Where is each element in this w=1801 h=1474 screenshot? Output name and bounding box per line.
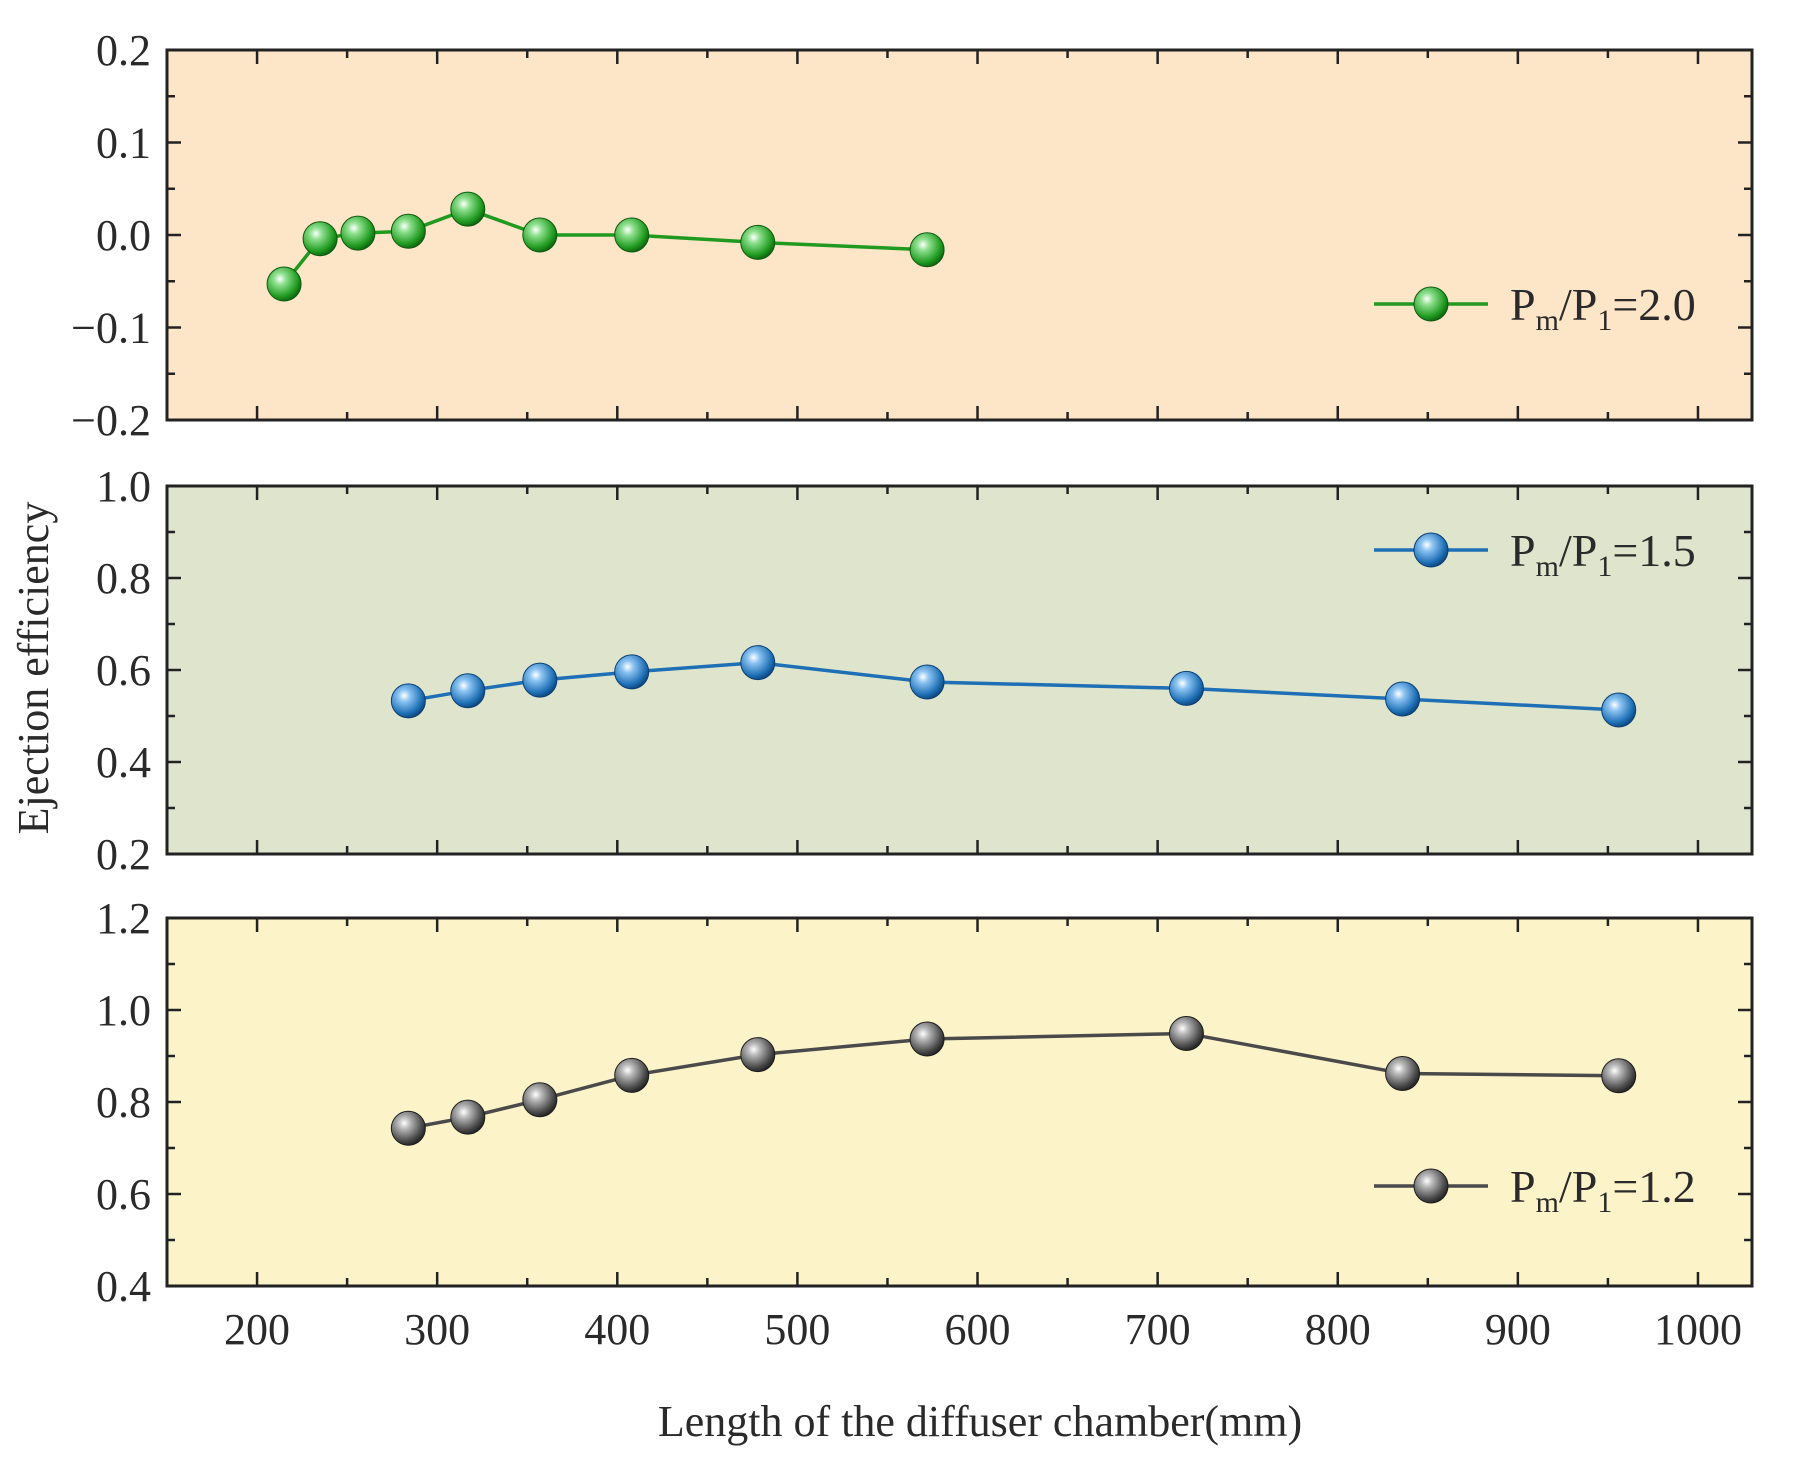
panel-pm-p1-2-0: −0.2 −0.1 0.0 0.1 0.2 Pm/P1=2.0 [71, 26, 1754, 445]
panel-frame [165, 48, 1754, 422]
legend: Pm/P1=2.0 [1374, 279, 1696, 337]
panel-frame [165, 916, 1754, 1288]
legend-label: Pm/P1=2.0 [1510, 279, 1696, 337]
panel-frame [165, 484, 1754, 856]
y-tick-label: 0.0 [96, 211, 151, 260]
data-point [450, 1099, 486, 1135]
data-point [390, 213, 426, 249]
y-tick-label: −0.2 [71, 396, 151, 445]
data-point [266, 266, 302, 302]
legend-label-part: =1.2 [1612, 1161, 1695, 1212]
panel-pm-p1-1-2: 0.4 0.6 0.8 1.0 1.2 Pm/P1=1.2 [96, 894, 1754, 1311]
data-point [1385, 1055, 1421, 1091]
y-tick-label: 1.2 [96, 894, 151, 943]
data-point [909, 1021, 945, 1057]
data-point [522, 217, 558, 253]
legend-label-part: =2.0 [1612, 279, 1695, 330]
panel-background [167, 918, 1752, 1286]
x-tick-label: 800 [1305, 1305, 1371, 1354]
y-tick-label: 0.6 [96, 646, 151, 695]
data-point [522, 1082, 558, 1118]
legend: Pm/P1=1.2 [1374, 1161, 1696, 1219]
legend-label: Pm/P1=1.2 [1510, 1161, 1696, 1219]
x-tick-label: 700 [1125, 1305, 1191, 1354]
data-point [522, 662, 558, 698]
legend-marker [1413, 1168, 1449, 1204]
x-tick-label: 400 [584, 1305, 650, 1354]
x-tick-label: 500 [764, 1305, 830, 1354]
legend-label-subscript: 1 [1597, 304, 1612, 337]
data-point [909, 232, 945, 268]
legend-label-part: =1.5 [1612, 525, 1695, 576]
data-point [1601, 1058, 1637, 1094]
y-tick-label: 0.4 [96, 1262, 151, 1311]
y-tick-label: −0.1 [71, 304, 151, 353]
data-point [740, 645, 776, 681]
data-point [302, 221, 338, 257]
legend-label-part: P [1510, 1161, 1536, 1212]
legend-marker [1413, 532, 1449, 568]
legend-label-subscript: 1 [1597, 550, 1612, 583]
y-tick-label: 0.8 [96, 554, 151, 603]
y-tick-label: 0.8 [96, 1078, 151, 1127]
legend-label-part: /P [1559, 279, 1597, 330]
legend: Pm/P1=1.5 [1374, 525, 1696, 583]
y-tick-label: 0.2 [96, 26, 151, 75]
legend-label-subscript: m [1536, 304, 1559, 337]
y-axis-title: Ejection efficiency [9, 502, 58, 835]
data-point [1601, 692, 1637, 728]
x-tick-label: 200 [224, 1305, 290, 1354]
legend-label-part: /P [1559, 525, 1597, 576]
data-point [614, 654, 650, 690]
panel-background [167, 486, 1752, 854]
legend-label-subscript: m [1536, 550, 1559, 583]
panel-pm-p1-1-5: 0.2 0.4 0.6 0.8 1.0 Pm/P1=1.5 [96, 462, 1754, 879]
data-point [614, 1057, 650, 1093]
data-point [740, 1037, 776, 1073]
panel-background [167, 50, 1752, 420]
legend-marker [1413, 286, 1449, 322]
legend-label-subscript: m [1536, 1186, 1559, 1219]
data-point [390, 683, 426, 719]
data-point [390, 1110, 426, 1146]
data-point [1168, 1015, 1204, 1051]
legend-label-subscript: 1 [1597, 1186, 1612, 1219]
x-tick-label: 1000 [1654, 1305, 1742, 1354]
y-tick-label: 0.4 [96, 738, 151, 787]
y-tick-label: 1.0 [96, 986, 151, 1035]
y-tick-label: 0.2 [96, 830, 151, 879]
x-axis-title: Length of the diffuser chamber(mm) [658, 1397, 1302, 1446]
data-point [450, 673, 486, 709]
y-tick-label: 1.0 [96, 462, 151, 511]
data-point [1168, 670, 1204, 706]
data-point [1385, 681, 1421, 717]
data-point [450, 191, 486, 227]
data-point [614, 217, 650, 253]
y-tick-label: 0.1 [96, 119, 151, 168]
data-point [909, 664, 945, 700]
data-point [340, 215, 376, 251]
legend-label-part: P [1510, 279, 1536, 330]
x-tick-label: 300 [404, 1305, 470, 1354]
data-point [740, 224, 776, 260]
legend-label: Pm/P1=1.5 [1510, 525, 1696, 583]
x-tick-label: 600 [945, 1305, 1011, 1354]
legend-label-part: P [1510, 525, 1536, 576]
legend-label-part: /P [1559, 1161, 1597, 1212]
y-tick-label: 0.6 [96, 1170, 151, 1219]
x-tick-label: 900 [1485, 1305, 1551, 1354]
